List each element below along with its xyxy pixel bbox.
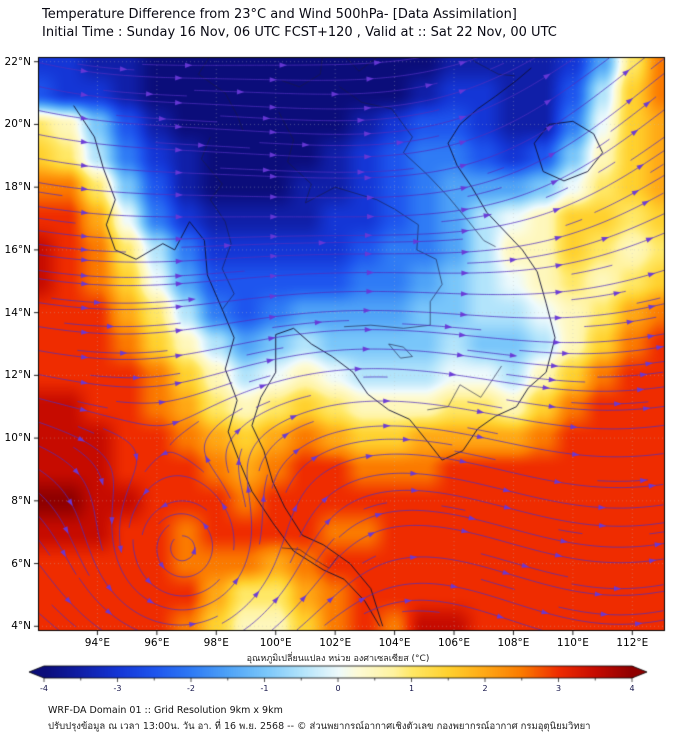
- lon-tick-label: 106°E: [438, 637, 470, 649]
- lon-tick-label: 98°E: [203, 637, 229, 649]
- chart-subtitle: Initial Time : Sunday 16 Nov, 06 UTC FCS…: [42, 25, 557, 40]
- lat-tick-label: 8°N: [11, 494, 31, 507]
- colorbar-tick-label: 3: [555, 684, 562, 693]
- lon-tick-label: 108°E: [497, 637, 530, 649]
- lon-tick-label: 94°E: [84, 637, 111, 649]
- lat-tick-label: 10°N: [4, 432, 31, 445]
- lat-tick-label: 14°N: [4, 306, 31, 319]
- footer-domain-info: WRF-DA Domain 01 :: Grid Resolution 9km …: [48, 705, 283, 716]
- colorbar-tick-label: -4: [40, 684, 48, 693]
- colorbar-tick-label: 4: [629, 684, 635, 693]
- footer-credit: ปรับปรุงข้อมูล ณ เวลา 13:00น. วัน อา. ที…: [48, 721, 591, 732]
- lat-tick-label: 4°N: [11, 620, 31, 633]
- lat-tick-label: 6°N: [11, 557, 31, 570]
- lat-tick-label: 20°N: [4, 118, 31, 131]
- colorbar-tick-label: -3: [113, 684, 122, 693]
- lat-tick-label: 16°N: [4, 243, 31, 256]
- colorbar-tick-label: 2: [482, 684, 488, 693]
- weather-map-canvas: [30, 50, 673, 639]
- chart-title: Temperature Difference from 23°C and Win…: [42, 7, 517, 22]
- colorbar-tick-label: -1: [260, 684, 269, 693]
- lon-tick-label: 96°E: [144, 637, 170, 649]
- lat-tick-label: 18°N: [4, 181, 31, 194]
- lon-tick-label: 110°E: [556, 637, 589, 649]
- colorbar-tick-label: -2: [187, 684, 195, 693]
- colorbar-tick-label: 1: [408, 684, 415, 693]
- lon-tick-label: 102°E: [319, 637, 352, 649]
- colorbar-gradient: [28, 664, 648, 688]
- lat-tick-label: 22°N: [4, 55, 31, 68]
- colorbar-tick-label: 0: [335, 684, 341, 693]
- lon-tick-label: 104°E: [378, 637, 411, 649]
- lat-tick-label: 12°N: [4, 369, 31, 382]
- lon-tick-label: 112°E: [616, 637, 649, 649]
- lon-tick-label: 100°E: [259, 637, 292, 649]
- colorbar-label: อุณหภูมิเปลี่ยนแปลง หน่วย องศาเซลเซียส (…: [246, 654, 430, 664]
